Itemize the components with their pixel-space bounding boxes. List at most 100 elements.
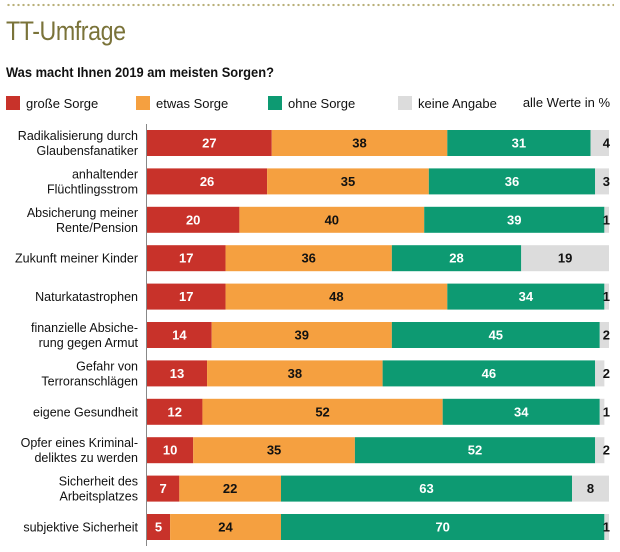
bar-segment-keine-angabe (604, 206, 609, 233)
bar-segment-keine-angabe (599, 398, 605, 425)
value-label: 26 (200, 174, 214, 189)
value-label: 45 (489, 328, 503, 343)
legend-item-grosse-sorge: große Sorge (6, 94, 98, 112)
category-label-line: deliktes zu werden (34, 451, 138, 465)
bar-segment-ohne-sorge (442, 398, 600, 425)
bar-segment-keine-angabe (604, 283, 609, 310)
value-label: 31 (512, 136, 526, 151)
bar-segment-ohne-sorge (280, 475, 573, 502)
bar-segment-etwas-sorge (267, 168, 429, 195)
units-note: alle Werte in % (522, 95, 610, 110)
value-label: 36 (505, 174, 519, 189)
value-label: 39 (507, 212, 521, 227)
bar-segment-gro-e-sorge (147, 130, 272, 156)
value-label: 14 (172, 328, 187, 343)
bar-segment-ohne-sorge (447, 130, 591, 156)
bar-segment-etwas-sorge (225, 283, 448, 310)
value-label: 27 (202, 136, 216, 151)
bar-segment-ohne-sorge (391, 245, 522, 272)
bar-segment-etwas-sorge (202, 398, 443, 425)
value-label: 13 (170, 366, 184, 381)
value-label: 3 (603, 174, 610, 189)
value-label: 17 (179, 289, 193, 304)
legend-item-etwas-sorge: etwas Sorge (136, 94, 228, 112)
value-label: 4 (603, 136, 611, 151)
bar-segment-keine-angabe (595, 168, 609, 195)
bar-segment-ohne-sorge (424, 206, 605, 233)
category-label-line: Gefahr von (76, 359, 138, 373)
value-label: 1 (603, 289, 610, 304)
category-label-line: Rente/Pension (56, 221, 138, 235)
value-label: 34 (519, 289, 534, 304)
category-label-line: Flüchtlingsstrom (47, 182, 138, 196)
value-label: 36 (301, 251, 315, 266)
bar-segment-etwas-sorge (239, 206, 425, 233)
value-label: 1 (603, 212, 610, 227)
category-label-line: Terroranschlägen (41, 374, 138, 388)
dotted-top-rule (6, 3, 614, 7)
bar-segment-etwas-sorge (170, 514, 281, 540)
value-label: 5 (155, 520, 162, 535)
value-label: 24 (218, 520, 233, 535)
bar-segment-etwas-sorge (211, 322, 392, 348)
bar-segment-ohne-sorge (391, 322, 600, 348)
bar-segment-etwas-sorge (225, 245, 392, 272)
bar-segment-keine-angabe (572, 475, 609, 502)
chart-title: TT-Umfrage (6, 16, 126, 46)
bar-segment-etwas-sorge (207, 360, 383, 387)
bar-segment-gro-e-sorge (147, 168, 268, 195)
category-label: Opfer eines Kriminal-deliktes zu werden (21, 436, 138, 465)
value-label: 8 (587, 481, 594, 496)
value-label: 52 (315, 404, 329, 419)
category-label-line: Opfer eines Kriminal- (21, 436, 138, 450)
legend-label-grosse-sorge: große Sorge (26, 95, 99, 111)
category-label: Naturkatastrophen (35, 290, 138, 304)
value-label: 46 (482, 366, 496, 381)
legend-item-ohne-sorge: ohne Sorge (268, 94, 355, 112)
category-label: anhaltender Flüchtlingsstrom (47, 167, 138, 196)
bar-segment-keine-angabe (604, 514, 609, 540)
value-label: 34 (514, 404, 529, 419)
legend-swatch-grosse-sorge (6, 96, 20, 110)
bar-segment-etwas-sorge (193, 437, 355, 464)
value-label: 39 (295, 328, 309, 343)
bar-segment-ohne-sorge (382, 360, 596, 387)
category-label-line: Arbeitsplatzes (59, 490, 138, 504)
value-label: 70 (435, 520, 449, 535)
category-label-line: Radikalisierung durch (18, 129, 138, 143)
legend-swatch-ohne-sorge (268, 96, 282, 110)
value-label: 20 (186, 212, 200, 227)
bar-segment-gro-e-sorge (147, 245, 226, 272)
bar-segment-keine-angabe (599, 322, 609, 348)
category-label-line: rung gegen Armut (39, 336, 139, 350)
bar-segment-keine-angabe (521, 245, 609, 272)
legend-label-ohne-sorge: ohne Sorge (288, 95, 356, 111)
category-label-line: eigene Gesundheit (33, 405, 138, 419)
chart-legend: große Sorge etwas Sorge ohne Sorge keine… (6, 94, 616, 112)
value-label: 7 (160, 481, 167, 496)
value-label: 19 (558, 251, 572, 266)
chart-subtitle: Was macht Ihnen 2019 am meisten Sorgen? (6, 64, 274, 80)
category-label-line: anhaltender (72, 167, 138, 181)
legend-label-etwas-sorge: etwas Sorge (156, 95, 229, 111)
value-label: 48 (329, 289, 343, 304)
bar-segment-ohne-sorge (447, 283, 605, 310)
value-label: 35 (341, 174, 355, 189)
category-label-line: Zukunft meiner Kinder (15, 252, 138, 266)
value-label: 40 (325, 212, 339, 227)
value-label: 22 (223, 481, 237, 496)
value-label: 35 (267, 443, 281, 458)
bar-segment-gro-e-sorge (147, 283, 226, 310)
bar-segment-ohne-sorge (354, 437, 596, 464)
bar-segment-gro-e-sorge (147, 322, 212, 348)
value-label: 38 (288, 366, 302, 381)
category-label: Gefahr von Terroranschlägen (41, 359, 138, 388)
value-label: 28 (449, 251, 463, 266)
category-label: Radikalisierung durch Glaubensfanatiker (18, 129, 138, 158)
category-label: Sicherheit des Arbeitsplatzes (59, 475, 138, 504)
legend-swatch-keine-angabe (398, 96, 412, 110)
category-label: subjektive Sicherheit (23, 521, 138, 535)
value-label: 17 (179, 251, 193, 266)
category-label: eigene Gesundheit (33, 405, 138, 419)
